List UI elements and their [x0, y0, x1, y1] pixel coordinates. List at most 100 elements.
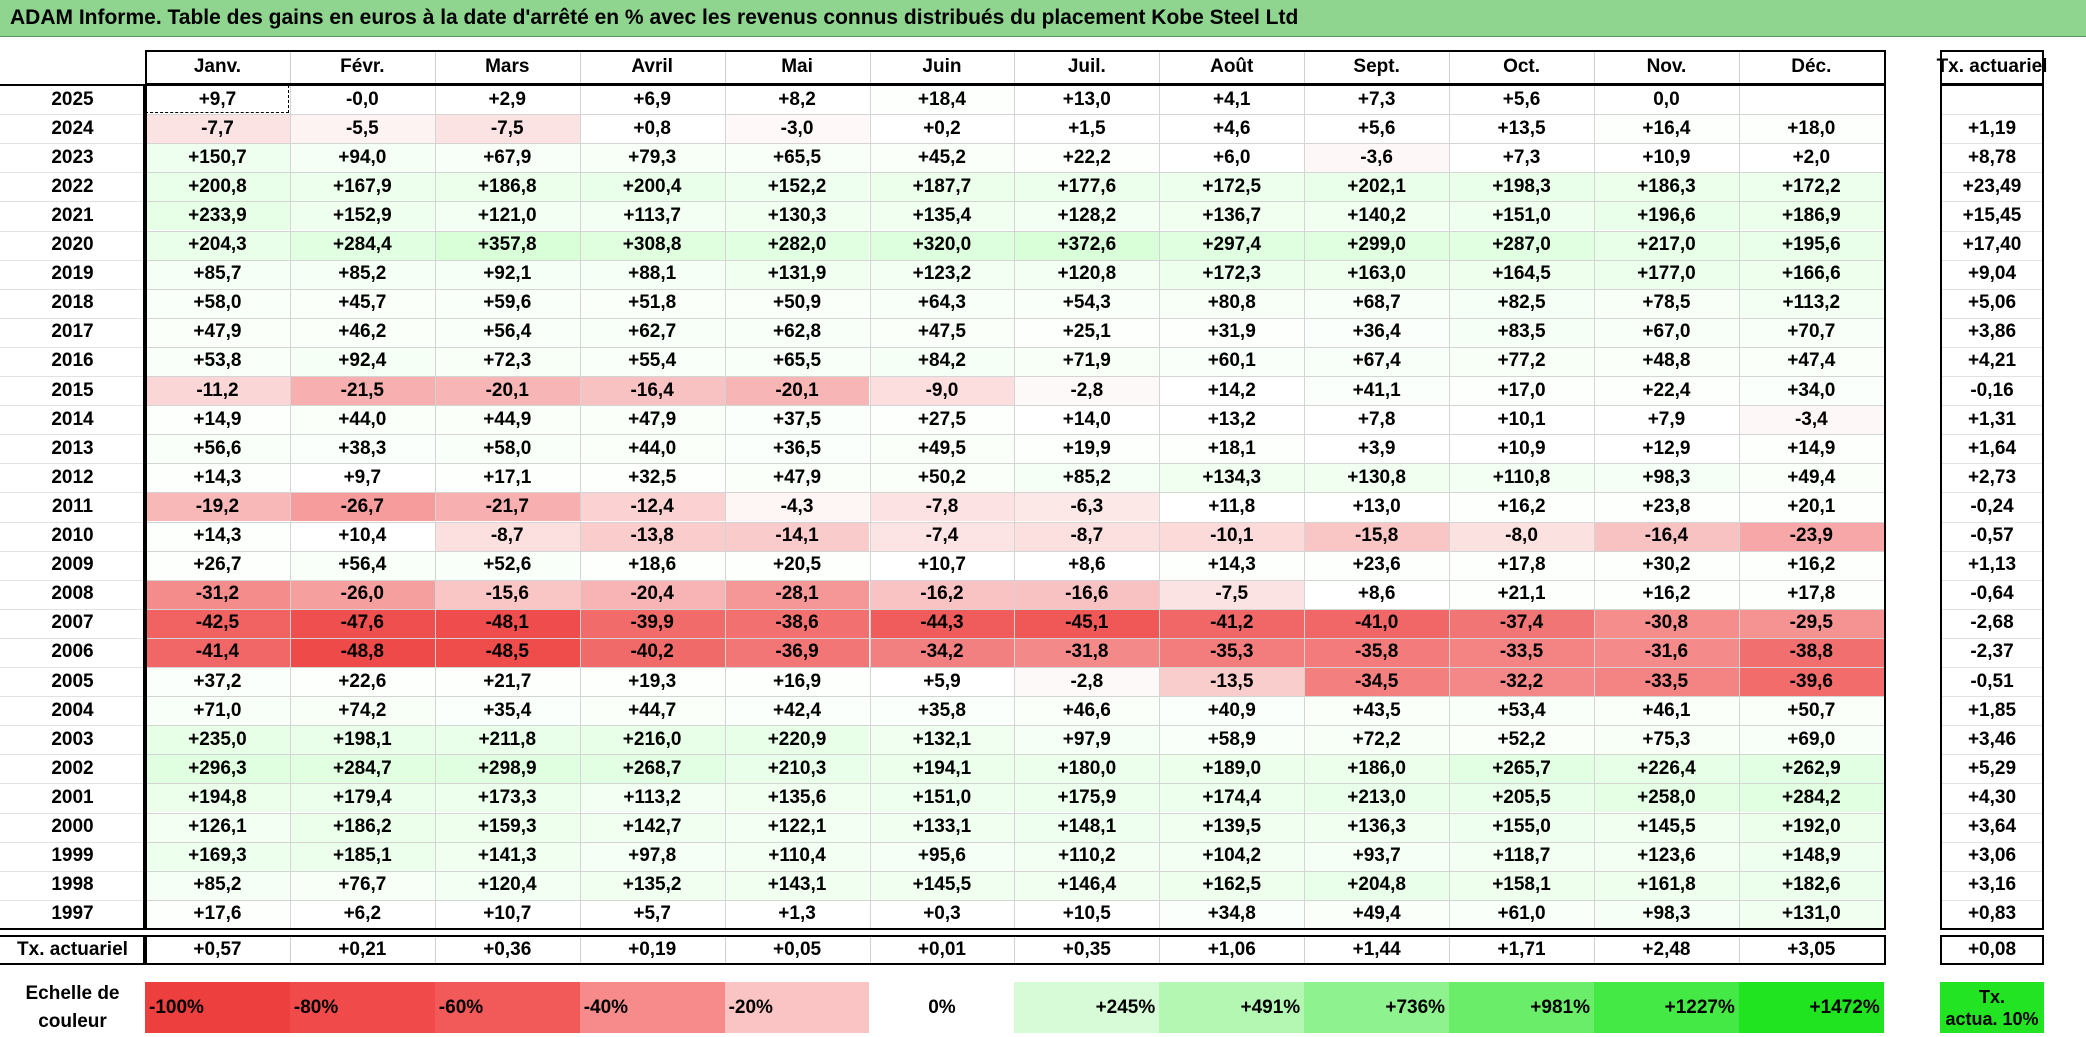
gain-cell: +148,9	[1738, 841, 1884, 871]
row-divider	[0, 492, 145, 494]
row-divider	[1940, 463, 2044, 465]
gain-cell: +192,0	[1738, 812, 1884, 842]
year-label: 2004	[51, 699, 94, 721]
gain-cell: +142,7	[579, 812, 725, 842]
gain-cell: +58,0	[145, 288, 290, 318]
gain-cell: +50,7	[1738, 696, 1884, 726]
gain-cell: -39,9	[579, 608, 725, 638]
gain-cell: +88,1	[579, 259, 725, 289]
header-divider	[1449, 50, 1451, 84]
gain-cell: +16,4	[1594, 114, 1739, 144]
gain-cell: +67,9	[434, 143, 580, 173]
summary-cell: +0,05	[773, 939, 822, 960]
gain-cell: +8,2	[724, 85, 870, 115]
gain-cell: +16,2	[1738, 550, 1884, 580]
gain-cell: +20,1	[1738, 492, 1884, 522]
legend-swatch: -100%	[145, 982, 290, 1033]
gain-cell: -33,5	[1449, 637, 1594, 667]
column-divider	[869, 85, 871, 929]
row-divider	[0, 667, 145, 668]
gain-cell: +5,9	[869, 667, 1015, 697]
rate-cell: +23,49	[1962, 175, 2022, 197]
gain-cell: +32,5	[579, 463, 725, 493]
row-divider	[145, 870, 1884, 872]
gain-cell: +34,0	[1738, 376, 1884, 406]
gain-cell: +0,2	[869, 114, 1015, 144]
gain-cell: +18,0	[1738, 114, 1884, 144]
gain-cell: -12,4	[579, 492, 725, 522]
row-divider	[1940, 405, 2044, 407]
gain-cell: +139,5	[1159, 812, 1305, 842]
row-divider	[1940, 696, 2044, 698]
gain-cell: +71,9	[1014, 346, 1160, 376]
summary-cell: +3,05	[1787, 939, 1836, 960]
gain-cell: -7,5	[434, 114, 580, 144]
gain-cell: +120,4	[434, 870, 580, 900]
gain-cell: +167,9	[289, 172, 435, 202]
gain-cell: +85,7	[145, 259, 290, 289]
year-label: 2003	[51, 728, 94, 750]
gain-cell: +200,4	[579, 172, 725, 202]
year-label: 2008	[51, 583, 94, 605]
gain-cell: +128,2	[1014, 201, 1160, 231]
gain-cell: +194,8	[145, 783, 290, 813]
gain-cell: -35,3	[1159, 637, 1305, 667]
gain-cell: -28,1	[724, 579, 870, 609]
gain-cell: +146,4	[1014, 870, 1160, 900]
gain-cell: +220,9	[724, 725, 870, 755]
gain-cell: +10,1	[1449, 405, 1594, 435]
gain-cell: +14,3	[145, 463, 290, 493]
gain-cell: +135,4	[869, 201, 1015, 231]
gain-cell: +53,8	[145, 346, 290, 376]
gain-cell: +200,8	[145, 172, 290, 202]
legend-swatch: -20%	[724, 982, 870, 1033]
gain-cell: +141,3	[434, 841, 580, 871]
rate-cell: +3,06	[1967, 845, 2017, 867]
summary-row-label: Tx. actuariel	[17, 939, 128, 960]
row-divider	[1940, 230, 2044, 232]
gain-cell: +169,3	[145, 841, 290, 871]
legend-swatch: -80%	[289, 982, 435, 1033]
gain-cell: +59,6	[434, 288, 580, 318]
gain-cell: +3,9	[1304, 434, 1450, 464]
gain-cell: +17,1	[434, 463, 580, 493]
gain-cell: +195,6	[1738, 230, 1884, 260]
gain-cell: -21,7	[434, 492, 580, 522]
gain-cell: +13,0	[1304, 492, 1450, 522]
row-divider	[0, 405, 145, 407]
gain-cell: +163,0	[1304, 259, 1450, 289]
gain-cell: +198,3	[1449, 172, 1594, 202]
gain-cell: +172,3	[1159, 259, 1305, 289]
month-header: Sept.	[1353, 56, 1400, 77]
gain-cell: -32,2	[1449, 667, 1594, 697]
header-divider	[1738, 50, 1740, 84]
gain-cell: +0,8	[579, 114, 725, 144]
legend-swatch: +245%	[1014, 982, 1160, 1033]
gain-cell: +9,7	[145, 85, 290, 115]
gain-cell: -37,4	[1449, 608, 1594, 638]
summary-divider	[289, 935, 291, 965]
gain-cell: +4,6	[1159, 114, 1305, 144]
row-divider	[1940, 317, 2044, 319]
column-divider	[1304, 85, 1306, 929]
year-label: 2002	[51, 757, 94, 779]
row-divider	[1940, 346, 2044, 348]
gain-cell: +65,5	[724, 346, 870, 376]
gain-cell: +47,4	[1738, 346, 1884, 376]
gain-cell: -20,1	[434, 376, 580, 406]
header-divider	[1159, 50, 1161, 84]
rate-cell: +3,16	[1967, 874, 2017, 896]
gain-cell: +12,9	[1594, 434, 1739, 464]
gain-cell: +10,7	[869, 550, 1015, 580]
row-divider	[1940, 259, 2044, 261]
legend-swatch: -40%	[579, 982, 725, 1033]
row-divider	[0, 143, 145, 145]
gain-cell: -8,7	[434, 521, 580, 551]
year-label: 2020	[51, 234, 94, 256]
row-divider	[145, 637, 1884, 639]
gain-cell: +262,9	[1738, 754, 1884, 784]
gain-cell: -6,3	[1014, 492, 1160, 522]
gain-cell: +173,3	[434, 783, 580, 813]
column-divider	[1449, 85, 1451, 929]
gain-cell: +52,6	[434, 550, 580, 580]
